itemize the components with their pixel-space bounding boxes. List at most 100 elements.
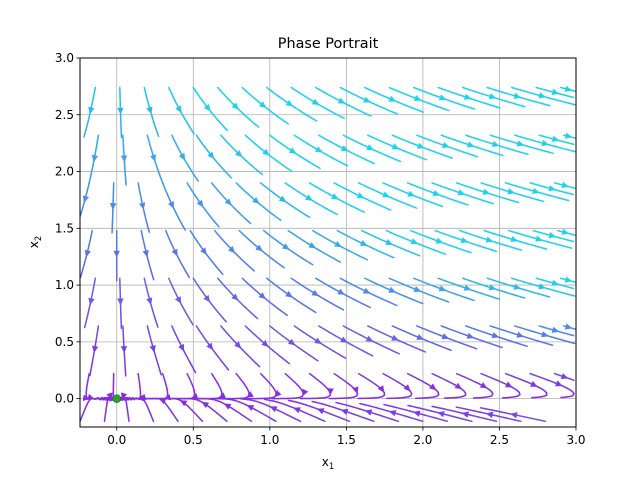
- streamline-arrow: [305, 194, 313, 201]
- streamline-segment: [570, 142, 575, 146]
- streamline-arrow: [218, 392, 226, 399]
- streamline-segment: [474, 155, 479, 158]
- streamline-arrow: [561, 181, 569, 188]
- streamline-segment: [489, 202, 495, 205]
- streamline-arrow: [356, 192, 365, 199]
- streamline-arrow: [178, 343, 185, 352]
- x-tick-label: 0.5: [184, 433, 203, 447]
- streamline-arrow: [388, 286, 396, 293]
- streamline-arrow: [564, 132, 573, 139]
- streamline-arrow: [413, 95, 422, 101]
- streamline-segment: [216, 224, 220, 228]
- streamline-arrow: [234, 341, 242, 349]
- streamline-arrow: [460, 237, 469, 244]
- streamline-segment: [313, 118, 318, 122]
- streamline-arrow: [82, 394, 91, 401]
- streamline-arrow: [491, 140, 500, 147]
- streamline-segment: [337, 260, 342, 263]
- streamline-arrow: [337, 97, 346, 104]
- streamline-segment: [369, 353, 374, 357]
- streamline-arrow: [224, 198, 232, 206]
- streamline-arrow: [391, 334, 399, 341]
- streamline-arrow: [564, 85, 573, 92]
- streamline-arrow: [252, 197, 260, 204]
- streamline-arrow: [516, 140, 525, 147]
- streamline-arrow: [535, 235, 543, 242]
- y-tick-label: 1.5: [55, 221, 74, 235]
- streamline-segment: [479, 407, 485, 410]
- streamline-arrow: [175, 105, 182, 114]
- streamline-segment: [568, 246, 573, 249]
- streamline-segment: [159, 371, 162, 376]
- streamline-segment: [370, 161, 376, 165]
- streamline-arrow: [407, 190, 416, 197]
- streamline-segment: [416, 253, 421, 257]
- streamline-segment: [254, 316, 259, 320]
- streamline-arrow: [382, 191, 390, 198]
- streamline-arrow: [388, 410, 397, 417]
- streamline-arrow: [178, 152, 186, 161]
- streamline-segment: [277, 217, 282, 222]
- streamline-arrow: [551, 326, 560, 333]
- streamline-arrow: [538, 92, 546, 99]
- y-tick-label: 0.0: [55, 392, 74, 406]
- streamline-arrow: [555, 380, 563, 387]
- streamline-segment: [569, 239, 575, 243]
- streamline-segment: [286, 361, 291, 365]
- streamline-arrow: [288, 147, 297, 154]
- streamline-segment: [88, 181, 91, 186]
- x-tick-label: 1.5: [337, 433, 356, 447]
- streamline-segment: [445, 300, 450, 303]
- streamline-arrow: [391, 143, 400, 150]
- streamline-segment: [390, 255, 395, 259]
- streamline-segment: [447, 348, 452, 352]
- streamline-arrow: [365, 335, 374, 342]
- y-tick-label: 2.0: [55, 165, 74, 179]
- streamline-segment: [470, 298, 475, 302]
- streamline-segment: [419, 110, 425, 113]
- streamline-segment: [359, 402, 364, 406]
- streamline-segment: [223, 319, 227, 323]
- streamline-arrow: [146, 106, 153, 115]
- streamline-segment: [571, 150, 576, 153]
- streamline-segment: [123, 396, 126, 401]
- streamline-segment: [546, 104, 551, 107]
- streamline-segment: [569, 334, 575, 337]
- streamline-segment: [445, 108, 450, 112]
- streamline-arrow: [561, 228, 570, 235]
- streamline-arrow: [412, 410, 421, 417]
- streamline-arrow: [84, 249, 91, 258]
- streamline-arrow: [510, 236, 519, 243]
- streamline-segment: [383, 403, 388, 406]
- streamline-arrow: [274, 390, 282, 398]
- streamline-arrow: [463, 284, 472, 291]
- streamline-segment: [499, 153, 504, 157]
- streamline-segment: [455, 406, 461, 409]
- streamline-arrow: [432, 190, 441, 196]
- streamline-segment: [442, 252, 447, 255]
- y-axis-label-subscript: 2: [34, 236, 44, 241]
- streamline-segment: [517, 248, 523, 251]
- streamline-segment: [80, 274, 82, 279]
- streamline-arrow: [413, 286, 422, 292]
- streamline-arrow: [463, 93, 472, 100]
- streamline-arrow: [548, 185, 556, 192]
- streamline-segment: [464, 203, 469, 206]
- streamline-arrow: [429, 383, 437, 391]
- streamline-arrow: [513, 283, 522, 290]
- streamline-segment: [183, 227, 186, 231]
- streamline-arrow: [201, 401, 210, 409]
- streamline-arrow: [485, 236, 494, 243]
- streamline-segment: [521, 105, 526, 108]
- y-tick-label: 1.0: [55, 278, 74, 292]
- streamline-arrow: [437, 411, 445, 418]
- streamline-arrow: [255, 244, 263, 252]
- streamline-segment: [546, 295, 551, 298]
- streamline-segment: [257, 364, 261, 368]
- streamline-segment: [571, 280, 576, 283]
- streamline-segment: [340, 116, 345, 120]
- streamline-segment: [193, 369, 197, 374]
- streamline-segment: [360, 210, 365, 213]
- streamline-arrow: [285, 99, 294, 107]
- streamline-arrow: [231, 293, 239, 301]
